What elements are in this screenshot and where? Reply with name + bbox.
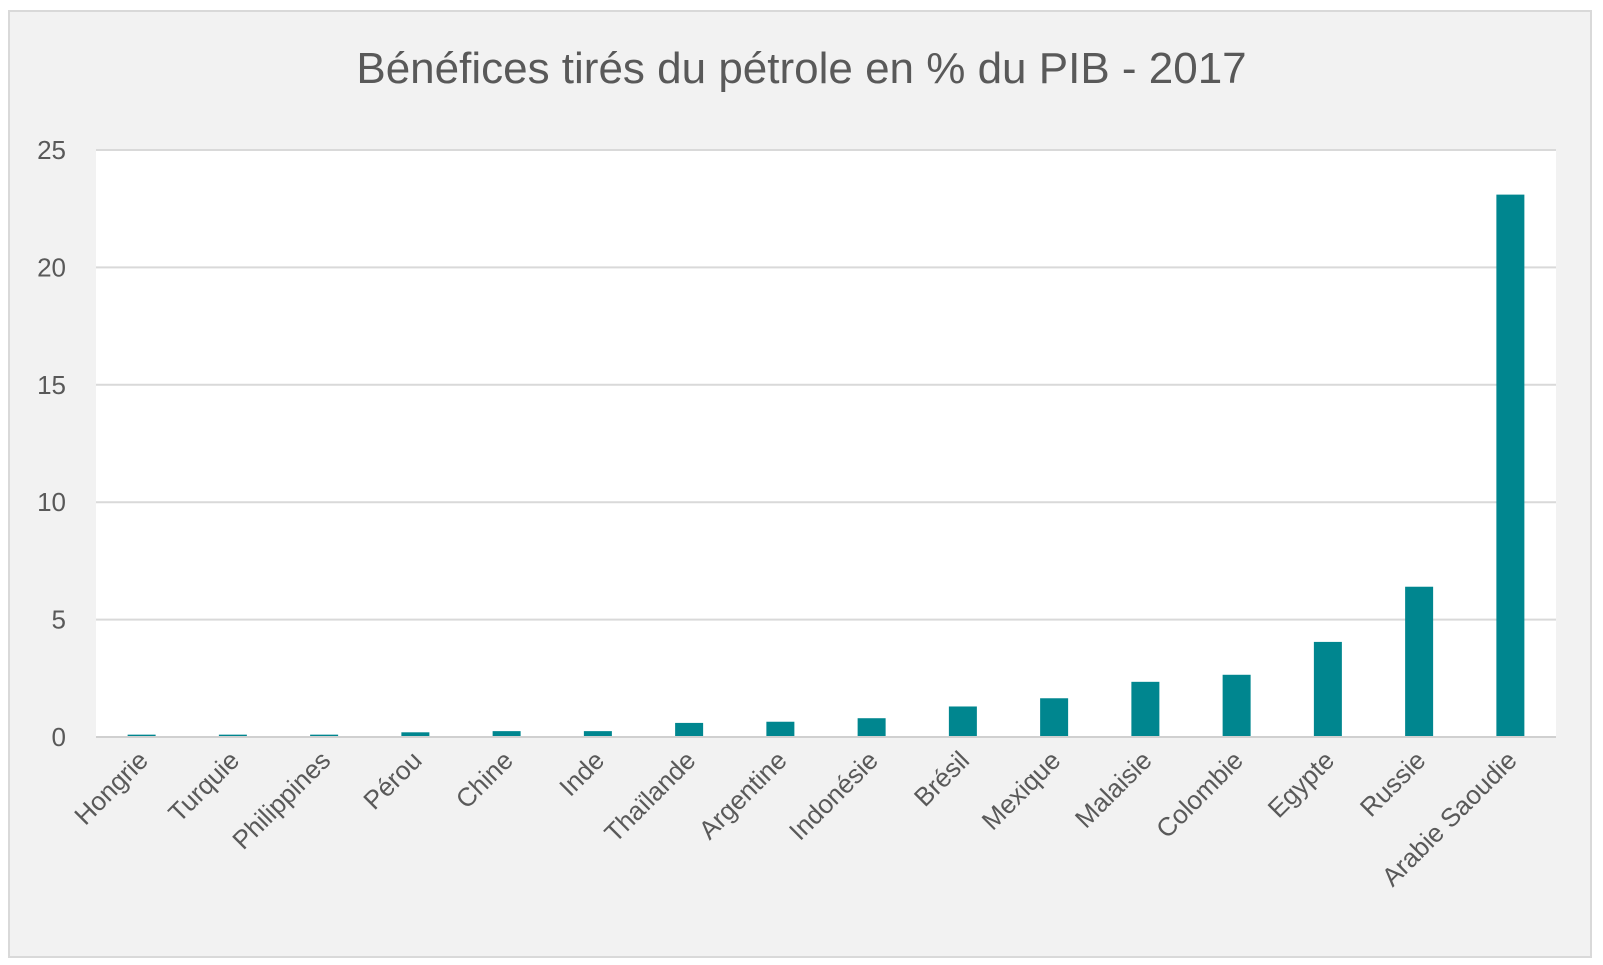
x-tick-label: Hongrie — [68, 745, 154, 831]
x-tick-label: Philippines — [226, 745, 336, 855]
bar — [1040, 698, 1069, 737]
x-tick-label: Brésil — [908, 745, 975, 812]
x-tick-label: Malaisie — [1069, 745, 1158, 834]
y-tick-label: 15 — [37, 370, 66, 400]
x-tick-label: Argentine — [693, 745, 793, 845]
bar — [127, 734, 156, 737]
y-tick-label: 10 — [37, 487, 66, 517]
y-tick-label: 0 — [52, 722, 66, 752]
x-tick-label: Thaïlande — [598, 745, 701, 848]
y-tick-label: 5 — [52, 605, 66, 635]
x-tick-label: Pérou — [357, 745, 427, 815]
x-tick-label: Egypte — [1262, 745, 1340, 823]
bars — [127, 194, 1525, 737]
x-tick-label: Indonésie — [783, 745, 884, 846]
gridlines — [96, 149, 1556, 621]
bar — [675, 722, 704, 737]
bar — [766, 721, 795, 737]
bar — [310, 734, 339, 737]
chart-title: Bénéfices tirés du pétrole en % du PIB -… — [356, 44, 1247, 93]
bar — [1131, 681, 1160, 737]
bar — [401, 732, 430, 737]
y-tick-label: 20 — [37, 252, 66, 282]
x-tick-label: Inde — [553, 745, 610, 802]
plot-area — [96, 150, 1556, 737]
bar — [218, 734, 247, 737]
bar — [583, 731, 612, 737]
bar — [1222, 674, 1251, 737]
x-tick-label: Mexique — [976, 745, 1067, 836]
bar — [1313, 641, 1342, 737]
bar — [948, 706, 977, 737]
bar — [492, 731, 521, 737]
y-tick-label: 25 — [37, 135, 66, 165]
x-tick-label: Colombie — [1150, 745, 1249, 844]
bar — [1405, 586, 1434, 737]
bar — [1496, 194, 1525, 737]
x-tick-label: Russie — [1354, 745, 1431, 822]
x-tick-label: Chine — [450, 745, 519, 814]
x-tick-label: Turquie — [162, 745, 245, 828]
y-axis-ticks: 0 5 10 15 20 25 — [37, 135, 66, 752]
bar — [857, 718, 886, 737]
